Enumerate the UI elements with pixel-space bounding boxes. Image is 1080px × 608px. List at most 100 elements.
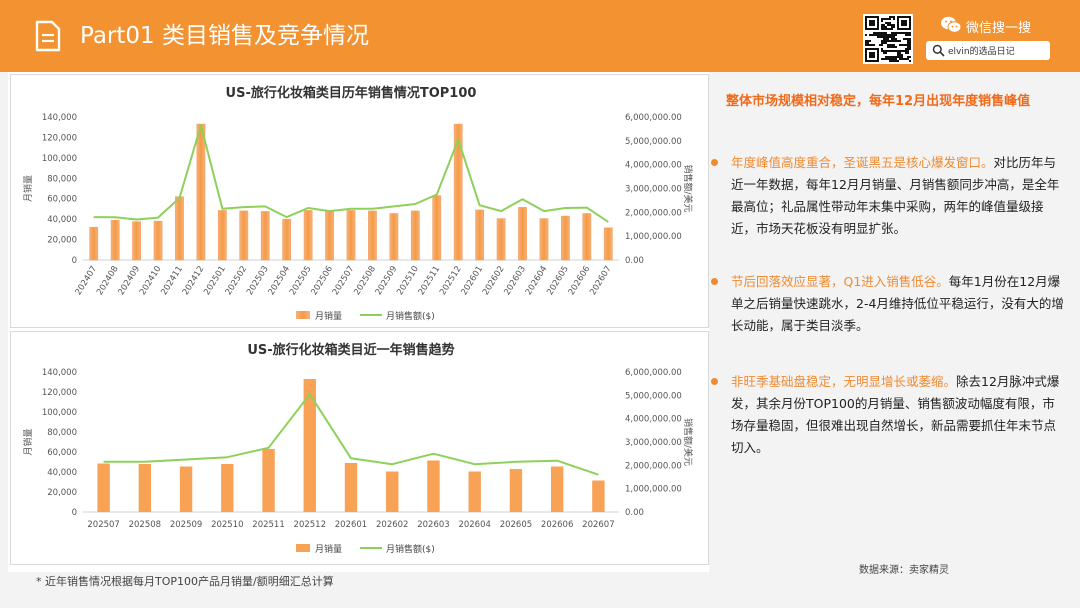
- y-axis-label-left: 月销量: [22, 175, 34, 202]
- bullet-body: 除去12月脉冲式爆发，其余月份TOP100的月销量、销售额波动幅度有限，市场存量…: [731, 374, 1060, 455]
- legend-bar-label: 月销量: [315, 543, 342, 555]
- header-bar: Part01 类目销售及竞争情况 微信搜一搜 elvin的选品日记: [0, 0, 1080, 72]
- y-axis-label-right: 销售额/美元: [682, 418, 694, 466]
- x-tick-label: 202510: [211, 520, 243, 530]
- wechat-search-label: 微信搜一搜: [966, 21, 1032, 36]
- y-tick-left: 60,000: [47, 448, 77, 458]
- bullet-dot: [711, 278, 718, 285]
- bar-sales-volume: [389, 213, 399, 261]
- y-tick-right: 1,000,000.00: [625, 485, 682, 495]
- bar-sales-volume: [97, 463, 110, 512]
- document-icon: [35, 20, 61, 52]
- y-tick-left: 0: [72, 508, 77, 518]
- bullet-highlight: 年度峰值高度重合，圣诞黑五是核心爆发窗口。: [731, 155, 994, 170]
- analysis-title: 整体市场规模相对稳定，每年12月出现年度销售峰值: [726, 94, 1031, 109]
- bar-sales-volume: [132, 221, 141, 261]
- y-tick-left: 120,000: [42, 388, 77, 398]
- y-tick-left: 60,000: [47, 195, 77, 205]
- legend-bar-swatch: [296, 311, 310, 319]
- chart-history: US-旅行化妆箱类目历年销售情况TOP100 0 20,000 40,000 60,00…: [10, 74, 709, 328]
- bar-sales-volume: [303, 379, 316, 512]
- x-tick-label: 202607: [588, 264, 614, 297]
- chart-history-svg: US-旅行化妆箱类目历年销售情况TOP100 0 20,000 40,000 60,00…: [22, 85, 694, 322]
- x-tick-label: 202607: [582, 520, 614, 530]
- y-tick-left: 120,000: [42, 133, 77, 143]
- y-tick-right: 2,000,000.00: [625, 208, 682, 218]
- chart-title: US-旅行化妆箱类目历年销售情况TOP100: [226, 85, 477, 101]
- bar-sales-volume: [518, 207, 527, 261]
- y-axis-label-left: 月销量: [22, 428, 34, 455]
- bullet-text: 节后回落效应显著，Q1进入销售低谷。每年1月份在12月爆单之后销量快速跳水，2-…: [731, 271, 1065, 337]
- y-tick-right: 5,000,000.00: [625, 137, 682, 147]
- legend-line-label: 月销售额($): [386, 310, 435, 322]
- y-tick-right: 4,000,000.00: [625, 161, 682, 171]
- legend-bar-label: 月销量: [315, 310, 342, 322]
- search-input[interactable]: elvin的选品日记: [926, 41, 1050, 60]
- chart-recent-year: US-旅行化妆箱类目近一年销售趋势 0 20,000 40,000 60,000 80,0…: [10, 331, 709, 565]
- qr-code-icon: [863, 14, 913, 64]
- bullet-dot: [711, 378, 718, 385]
- x-tick-label: 202603: [417, 520, 449, 530]
- bar-sales-volume: [282, 218, 292, 261]
- bar-sales-volume: [153, 220, 163, 261]
- y-axis-label-right: 销售额/美元: [682, 164, 694, 212]
- bar-sales-volume: [453, 123, 463, 261]
- y-tick-right: 3,000,000.00: [625, 438, 682, 448]
- bullet-highlight: 非旺季基础盘稳定，无明显增长或萎缩。: [731, 374, 957, 389]
- bar-sales-volume: [110, 219, 120, 261]
- bar-sales-volume: [386, 471, 399, 512]
- y-tick-left: 80,000: [47, 428, 77, 438]
- x-tick-label: 202512: [294, 520, 326, 530]
- bullet-dot: [711, 159, 718, 166]
- bar-sales-volume: [217, 210, 227, 261]
- bar-sales-volume: [550, 466, 564, 512]
- wechat-icon: [941, 16, 962, 33]
- legend-bar-swatch: [296, 544, 310, 552]
- x-tick-label: 202604: [458, 520, 490, 530]
- y-tick-right: 6,000,000.00: [625, 113, 682, 123]
- bar-sales-volume: [539, 218, 549, 261]
- search-value: elvin的选品日记: [948, 47, 1015, 57]
- bar-sales-volume: [262, 449, 275, 512]
- y-tick-right: 4,000,000.00: [625, 415, 682, 425]
- y-tick-right: 0.00: [625, 256, 644, 266]
- y-tick-left: 0: [72, 256, 77, 266]
- x-tick-label: 202511: [252, 520, 284, 530]
- bar-sales-volume: [561, 215, 570, 261]
- bar-sales-volume: [496, 218, 506, 261]
- y-tick-right: 1,000,000.00: [625, 232, 682, 242]
- x-tick-label: 202509: [170, 520, 202, 530]
- y-tick-left: 40,000: [47, 215, 77, 225]
- x-tick-label: 202606: [541, 520, 573, 530]
- bar-sales-volume: [175, 196, 184, 261]
- footnote: * 近年销售情况根据每月TOP100产品月销量/额明细汇总计算: [36, 575, 334, 588]
- chart-title: US-旅行化妆箱类目近一年销售趋势: [247, 342, 454, 358]
- x-tick-label: 202605: [500, 520, 532, 530]
- bar-sales-volume: [509, 469, 523, 512]
- bar-sales-volume: [179, 466, 193, 512]
- legend-line-label: 月销售额($): [386, 543, 435, 555]
- bar-sales-volume: [303, 210, 313, 261]
- x-tick-label: 202602: [376, 520, 408, 530]
- bar-sales-volume: [239, 210, 249, 261]
- y-tick-left: 100,000: [42, 154, 77, 164]
- bar-sales-volume: [427, 460, 440, 512]
- y-tick-left: 140,000: [42, 368, 77, 378]
- bar-sales-volume: [410, 210, 420, 261]
- bar-sales-volume: [475, 209, 485, 261]
- line-sales-amount: [93, 124, 609, 223]
- y-tick-left: 140,000: [42, 113, 77, 123]
- bar-sales-volume: [344, 463, 358, 512]
- search-icon: [932, 44, 945, 57]
- bullet-text: 非旺季基础盘稳定，无明显增长或萎缩。除去12月脉冲式爆发，其余月份TOP100的…: [731, 371, 1065, 459]
- bar-sales-volume: [221, 464, 234, 512]
- y-tick-left: 100,000: [42, 408, 77, 418]
- bar-sales-volume: [138, 464, 152, 512]
- data-source: 数据来源：卖家精灵: [859, 565, 949, 576]
- y-tick-right: 5,000,000.00: [625, 391, 682, 401]
- bar-sales-volume: [260, 211, 270, 261]
- y-tick-right: 3,000,000.00: [625, 185, 682, 195]
- x-tick-label: 202507: [87, 520, 119, 530]
- bar-sales-volume: [582, 213, 592, 261]
